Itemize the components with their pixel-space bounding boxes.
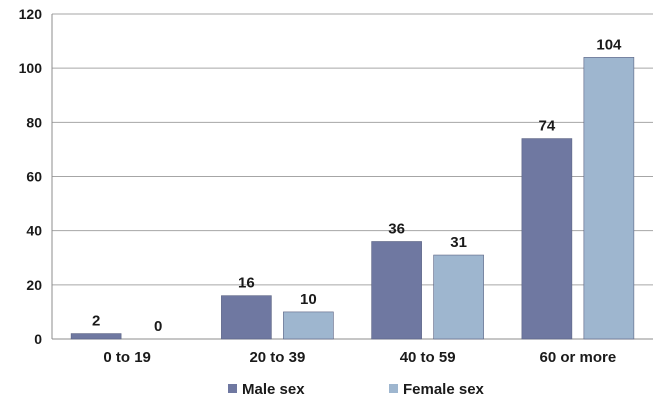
bar-male (521, 138, 573, 340)
y-tick-label: 120 (19, 6, 43, 22)
data-label: 104 (596, 36, 622, 53)
gridlines (51, 13, 653, 340)
bar-female (433, 254, 484, 340)
data-label: 0 (154, 318, 162, 335)
data-label: 16 (238, 275, 255, 292)
y-tick-label: 20 (26, 277, 42, 293)
legend-swatch (389, 384, 398, 393)
bar-male (70, 333, 122, 340)
x-category-label: 0 to 19 (103, 349, 151, 366)
bar-male (371, 241, 422, 340)
bars (70, 57, 635, 340)
legend-swatch (228, 384, 237, 393)
y-tick-label: 0 (34, 331, 42, 347)
y-tick-label: 40 (26, 223, 42, 239)
bar-female (283, 311, 334, 340)
legend-label: Male sex (242, 381, 305, 398)
legend: Male sex Female sex (228, 381, 485, 398)
data-label: 74 (539, 118, 556, 135)
x-axis-category-labels: 0 to 19 20 to 39 40 to 59 60 or more (103, 349, 616, 366)
data-label: 2 (92, 313, 100, 330)
data-label: 10 (300, 291, 317, 308)
y-axis-tick-labels: 0 20 40 60 80 100 120 (19, 6, 43, 347)
legend-label: Female sex (403, 381, 485, 398)
y-tick-label: 60 (26, 169, 42, 185)
x-category-label: 60 or more (540, 349, 617, 366)
data-labels: 2 0 16 10 36 31 74 104 (92, 36, 622, 335)
x-category-label: 20 to 39 (249, 349, 305, 366)
data-label: 36 (388, 221, 405, 238)
y-tick-label: 80 (26, 114, 42, 130)
data-label: 31 (450, 234, 467, 251)
bar-male (221, 295, 272, 340)
y-tick-label: 100 (19, 60, 43, 76)
x-category-label: 40 to 59 (400, 349, 456, 366)
bar-female (583, 57, 635, 340)
